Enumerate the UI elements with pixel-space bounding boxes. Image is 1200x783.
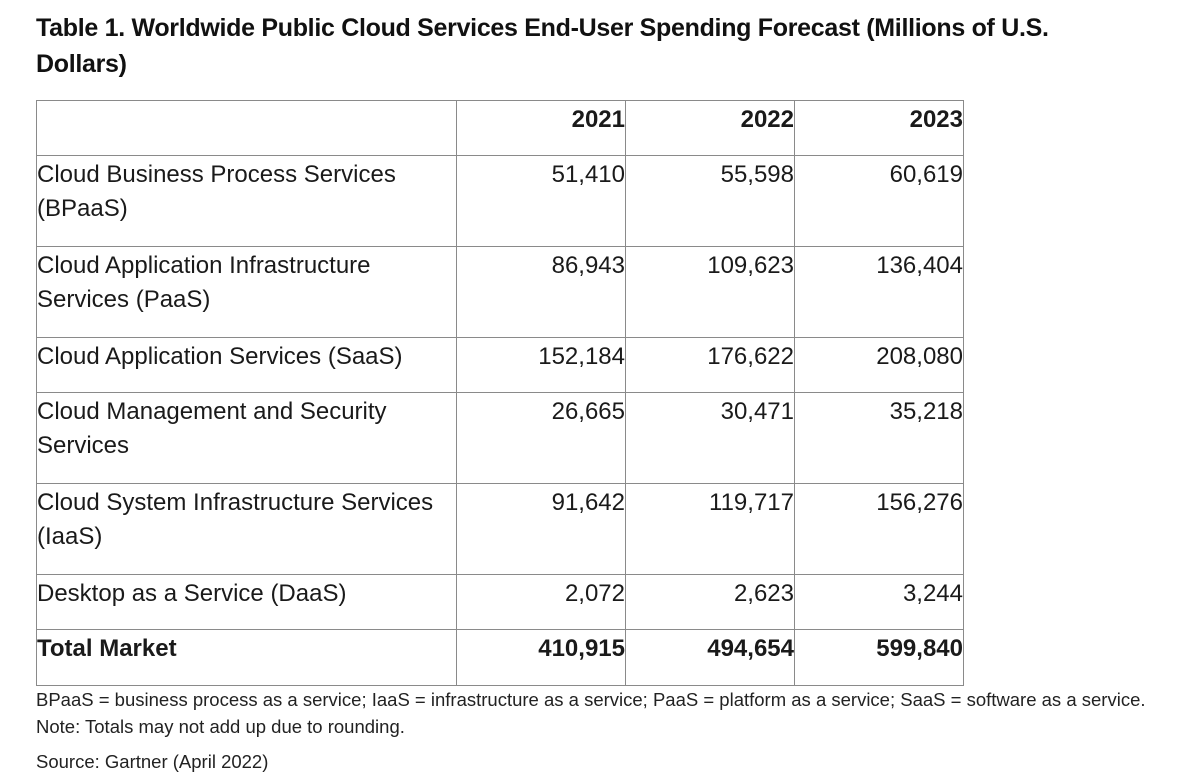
value-cell-2021: 2,072 xyxy=(456,574,626,630)
header-year-2023: 2023 xyxy=(794,100,964,156)
total-value-2021: 410,915 xyxy=(456,629,626,686)
value-cell-2022: 55,598 xyxy=(625,155,795,247)
total-value-2022: 494,654 xyxy=(625,629,795,686)
row-label: Cloud Business Process Services (BPaaS) xyxy=(36,155,457,247)
value-cell-2022: 2,623 xyxy=(625,574,795,630)
row-label: Cloud Management and Security Services xyxy=(36,392,457,484)
forecast-table: 2021 2022 2023 Cloud Business Process Se… xyxy=(36,100,964,686)
value-cell-2023: 60,619 xyxy=(794,155,964,247)
row-label: Cloud Application Infrastructure Service… xyxy=(36,246,457,338)
table-header-row: 2021 2022 2023 xyxy=(36,100,964,156)
value-cell-2023: 3,244 xyxy=(794,574,964,630)
header-year-2021: 2021 xyxy=(456,100,626,156)
value-cell-2022: 30,471 xyxy=(625,392,795,484)
table-row: Cloud Application Infrastructure Service… xyxy=(36,246,964,338)
value-cell-2021: 91,642 xyxy=(456,483,626,575)
table-row: Cloud Business Process Services (BPaaS) … xyxy=(36,155,964,247)
row-label: Cloud System Infrastructure Services (Ia… xyxy=(36,483,457,575)
table-footnote: BPaaS = business process as a service; I… xyxy=(36,689,1146,737)
value-cell-2022: 109,623 xyxy=(625,246,795,338)
table-row: Cloud Application Services (SaaS) 152,18… xyxy=(36,337,964,393)
table-row: Cloud Management and Security Services 2… xyxy=(36,392,964,484)
table-row: Desktop as a Service (DaaS) 2,072 2,623 … xyxy=(36,574,964,630)
total-row: Total Market 410,915 494,654 599,840 xyxy=(36,629,964,686)
total-label: Total Market xyxy=(36,629,457,686)
header-year-2022: 2022 xyxy=(625,100,795,156)
value-cell-2021: 51,410 xyxy=(456,155,626,247)
value-cell-2023: 136,404 xyxy=(794,246,964,338)
table-title: Table 1. Worldwide Public Cloud Services… xyxy=(36,14,1049,78)
value-cell-2023: 156,276 xyxy=(794,483,964,575)
table-row: Cloud System Infrastructure Services (Ia… xyxy=(36,483,964,575)
value-cell-2022: 119,717 xyxy=(625,483,795,575)
value-cell-2021: 26,665 xyxy=(456,392,626,484)
value-cell-2022: 176,622 xyxy=(625,337,795,393)
header-label-cell xyxy=(36,100,457,156)
value-cell-2023: 35,218 xyxy=(794,392,964,484)
value-cell-2021: 152,184 xyxy=(456,337,626,393)
row-label: Desktop as a Service (DaaS) xyxy=(36,574,457,630)
source-note: Source: Gartner (April 2022) xyxy=(36,751,269,772)
value-cell-2021: 86,943 xyxy=(456,246,626,338)
row-label: Cloud Application Services (SaaS) xyxy=(36,337,457,393)
total-value-2023: 599,840 xyxy=(794,629,964,686)
value-cell-2023: 208,080 xyxy=(794,337,964,393)
